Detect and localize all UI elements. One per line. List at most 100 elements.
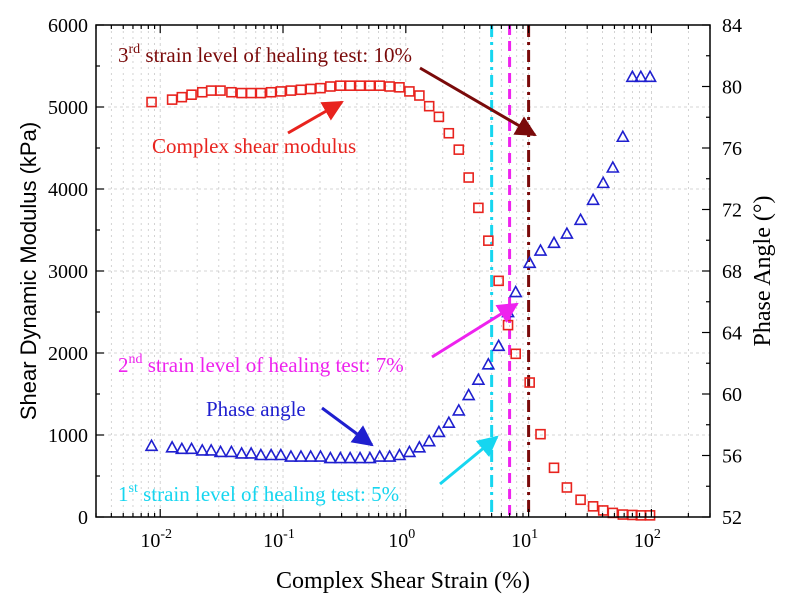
modulus-point xyxy=(483,235,494,246)
phase-angle-point xyxy=(294,449,308,462)
x-tick-label-base: 10 xyxy=(140,530,160,552)
y-left-tick-label: 4000 xyxy=(48,179,88,201)
phase-angle-point xyxy=(547,235,561,249)
modulus-point xyxy=(275,86,287,97)
modulus-point xyxy=(305,83,316,95)
phase-angle-point xyxy=(432,424,446,438)
phase-angle-point xyxy=(643,69,657,83)
annotation-phase-angle: Phase angle xyxy=(206,397,306,421)
x-tick-label-exponent: 2 xyxy=(654,527,661,542)
annotation-strain-2-num: 2 xyxy=(118,353,129,377)
phase-angle-point xyxy=(533,243,548,256)
modulus-point xyxy=(394,82,405,93)
phase-angle-point xyxy=(363,450,377,464)
modulus-point xyxy=(325,81,336,92)
phase-angle-point xyxy=(204,443,219,456)
arrow-strain-3 xyxy=(419,66,537,137)
phase-angle-point xyxy=(402,444,417,458)
annotation-strain-1-num: 1 xyxy=(118,482,129,506)
modulus-point xyxy=(493,275,504,287)
y-left-tick-label: 2000 xyxy=(48,343,88,365)
modulus-point xyxy=(597,505,609,516)
phase-angle-point xyxy=(508,284,523,298)
x-tick-label: 10-1 xyxy=(263,527,295,552)
x-tick-label-exponent: -2 xyxy=(160,527,172,542)
annotation-complex-shear-modulus: Complex shear modulus xyxy=(152,134,356,158)
phase-angle-point xyxy=(422,434,437,447)
annotation-strain-3-num: 3 xyxy=(118,43,129,67)
phase-angle-point xyxy=(213,444,228,458)
modulus-point xyxy=(535,428,546,440)
phase-angle-point xyxy=(573,212,588,226)
modulus-point xyxy=(510,348,521,360)
x-tick-label-base: 10 xyxy=(263,530,283,552)
modulus-point xyxy=(575,494,586,506)
x-tick-label-base: 10 xyxy=(511,530,531,552)
y-axis-right-title: Phase Angle (°) xyxy=(750,196,776,347)
modulus-point xyxy=(236,87,247,99)
phase-angle-point xyxy=(284,449,298,462)
y-left-tick-label: 6000 xyxy=(48,15,88,37)
x-tick-label: 102 xyxy=(634,527,661,552)
y-right-tick-label: 76 xyxy=(722,138,742,160)
y-right-tick-label: 64 xyxy=(722,323,742,345)
arrow-phase-angle xyxy=(321,406,374,447)
phase-angle-point xyxy=(174,441,189,455)
annotation-strain-1-text: strain level of healing test: 5% xyxy=(138,482,399,506)
x-axis-title: Complex Shear Strain (%) xyxy=(276,568,530,594)
data-marks xyxy=(144,69,657,521)
annotation-strain-3-text: strain level of healing test: 10% xyxy=(140,43,412,67)
annotation-strain-3-sup: rd xyxy=(129,42,141,57)
annotation-strain-2-sup: nd xyxy=(129,352,143,367)
phase-angle-point xyxy=(195,443,210,456)
phase-angle-point xyxy=(323,450,338,464)
modulus-point xyxy=(644,510,656,521)
phase-angle-point xyxy=(412,440,427,453)
phase-angle-point xyxy=(382,449,397,462)
phase-angle-point xyxy=(625,69,640,83)
phase-angle-point xyxy=(560,226,574,239)
x-tick-label-exponent: -1 xyxy=(283,527,295,542)
y-right-tick-label: 72 xyxy=(722,200,742,222)
phase-angle-point xyxy=(441,415,456,429)
y-right-tick-label: 84 xyxy=(722,15,742,37)
x-tick-label-exponent: 0 xyxy=(408,527,415,542)
phase-angle-point xyxy=(461,387,476,401)
phase-angle-point xyxy=(491,338,506,352)
modulus-point xyxy=(166,94,178,105)
modulus-point xyxy=(146,96,157,108)
annotation-strain-1-sup: st xyxy=(129,481,138,496)
modulus-point xyxy=(245,87,257,99)
phase-angle-point xyxy=(372,449,387,462)
phase-angle-point xyxy=(605,160,620,173)
phase-angle-point xyxy=(303,449,318,462)
phase-angle-point xyxy=(615,129,630,143)
phase-angle-point xyxy=(224,444,239,458)
modulus-point xyxy=(344,80,356,91)
phase-angle-point xyxy=(586,192,600,206)
modulus-point xyxy=(315,82,326,94)
x-tick-label-base: 10 xyxy=(634,530,654,552)
modulus-point xyxy=(226,86,237,98)
x-tick-label-base: 10 xyxy=(388,530,408,552)
modulus-point xyxy=(548,462,560,474)
tick-labels: 0100020003000400050006000525660646872768… xyxy=(48,15,742,552)
modulus-point xyxy=(423,100,435,112)
modulus-point xyxy=(295,84,307,96)
x-tick-label: 101 xyxy=(511,527,538,552)
y-right-tick-label: 60 xyxy=(722,384,742,406)
modulus-point xyxy=(186,89,197,100)
modulus-point xyxy=(463,172,474,183)
annotation-strain-3: 3rd strain level of healing test: 10% xyxy=(118,42,412,67)
modulus-point xyxy=(561,482,573,493)
phase-angle-point xyxy=(596,175,611,189)
modulus-point xyxy=(524,377,535,388)
phase-angle-point xyxy=(264,447,278,461)
modulus-point xyxy=(176,91,188,103)
modulus-point xyxy=(453,144,465,155)
x-tick-label: 100 xyxy=(388,527,415,552)
phase-angle-point xyxy=(165,440,179,453)
modulus-point xyxy=(473,202,484,214)
phase-angle-point xyxy=(633,69,648,83)
